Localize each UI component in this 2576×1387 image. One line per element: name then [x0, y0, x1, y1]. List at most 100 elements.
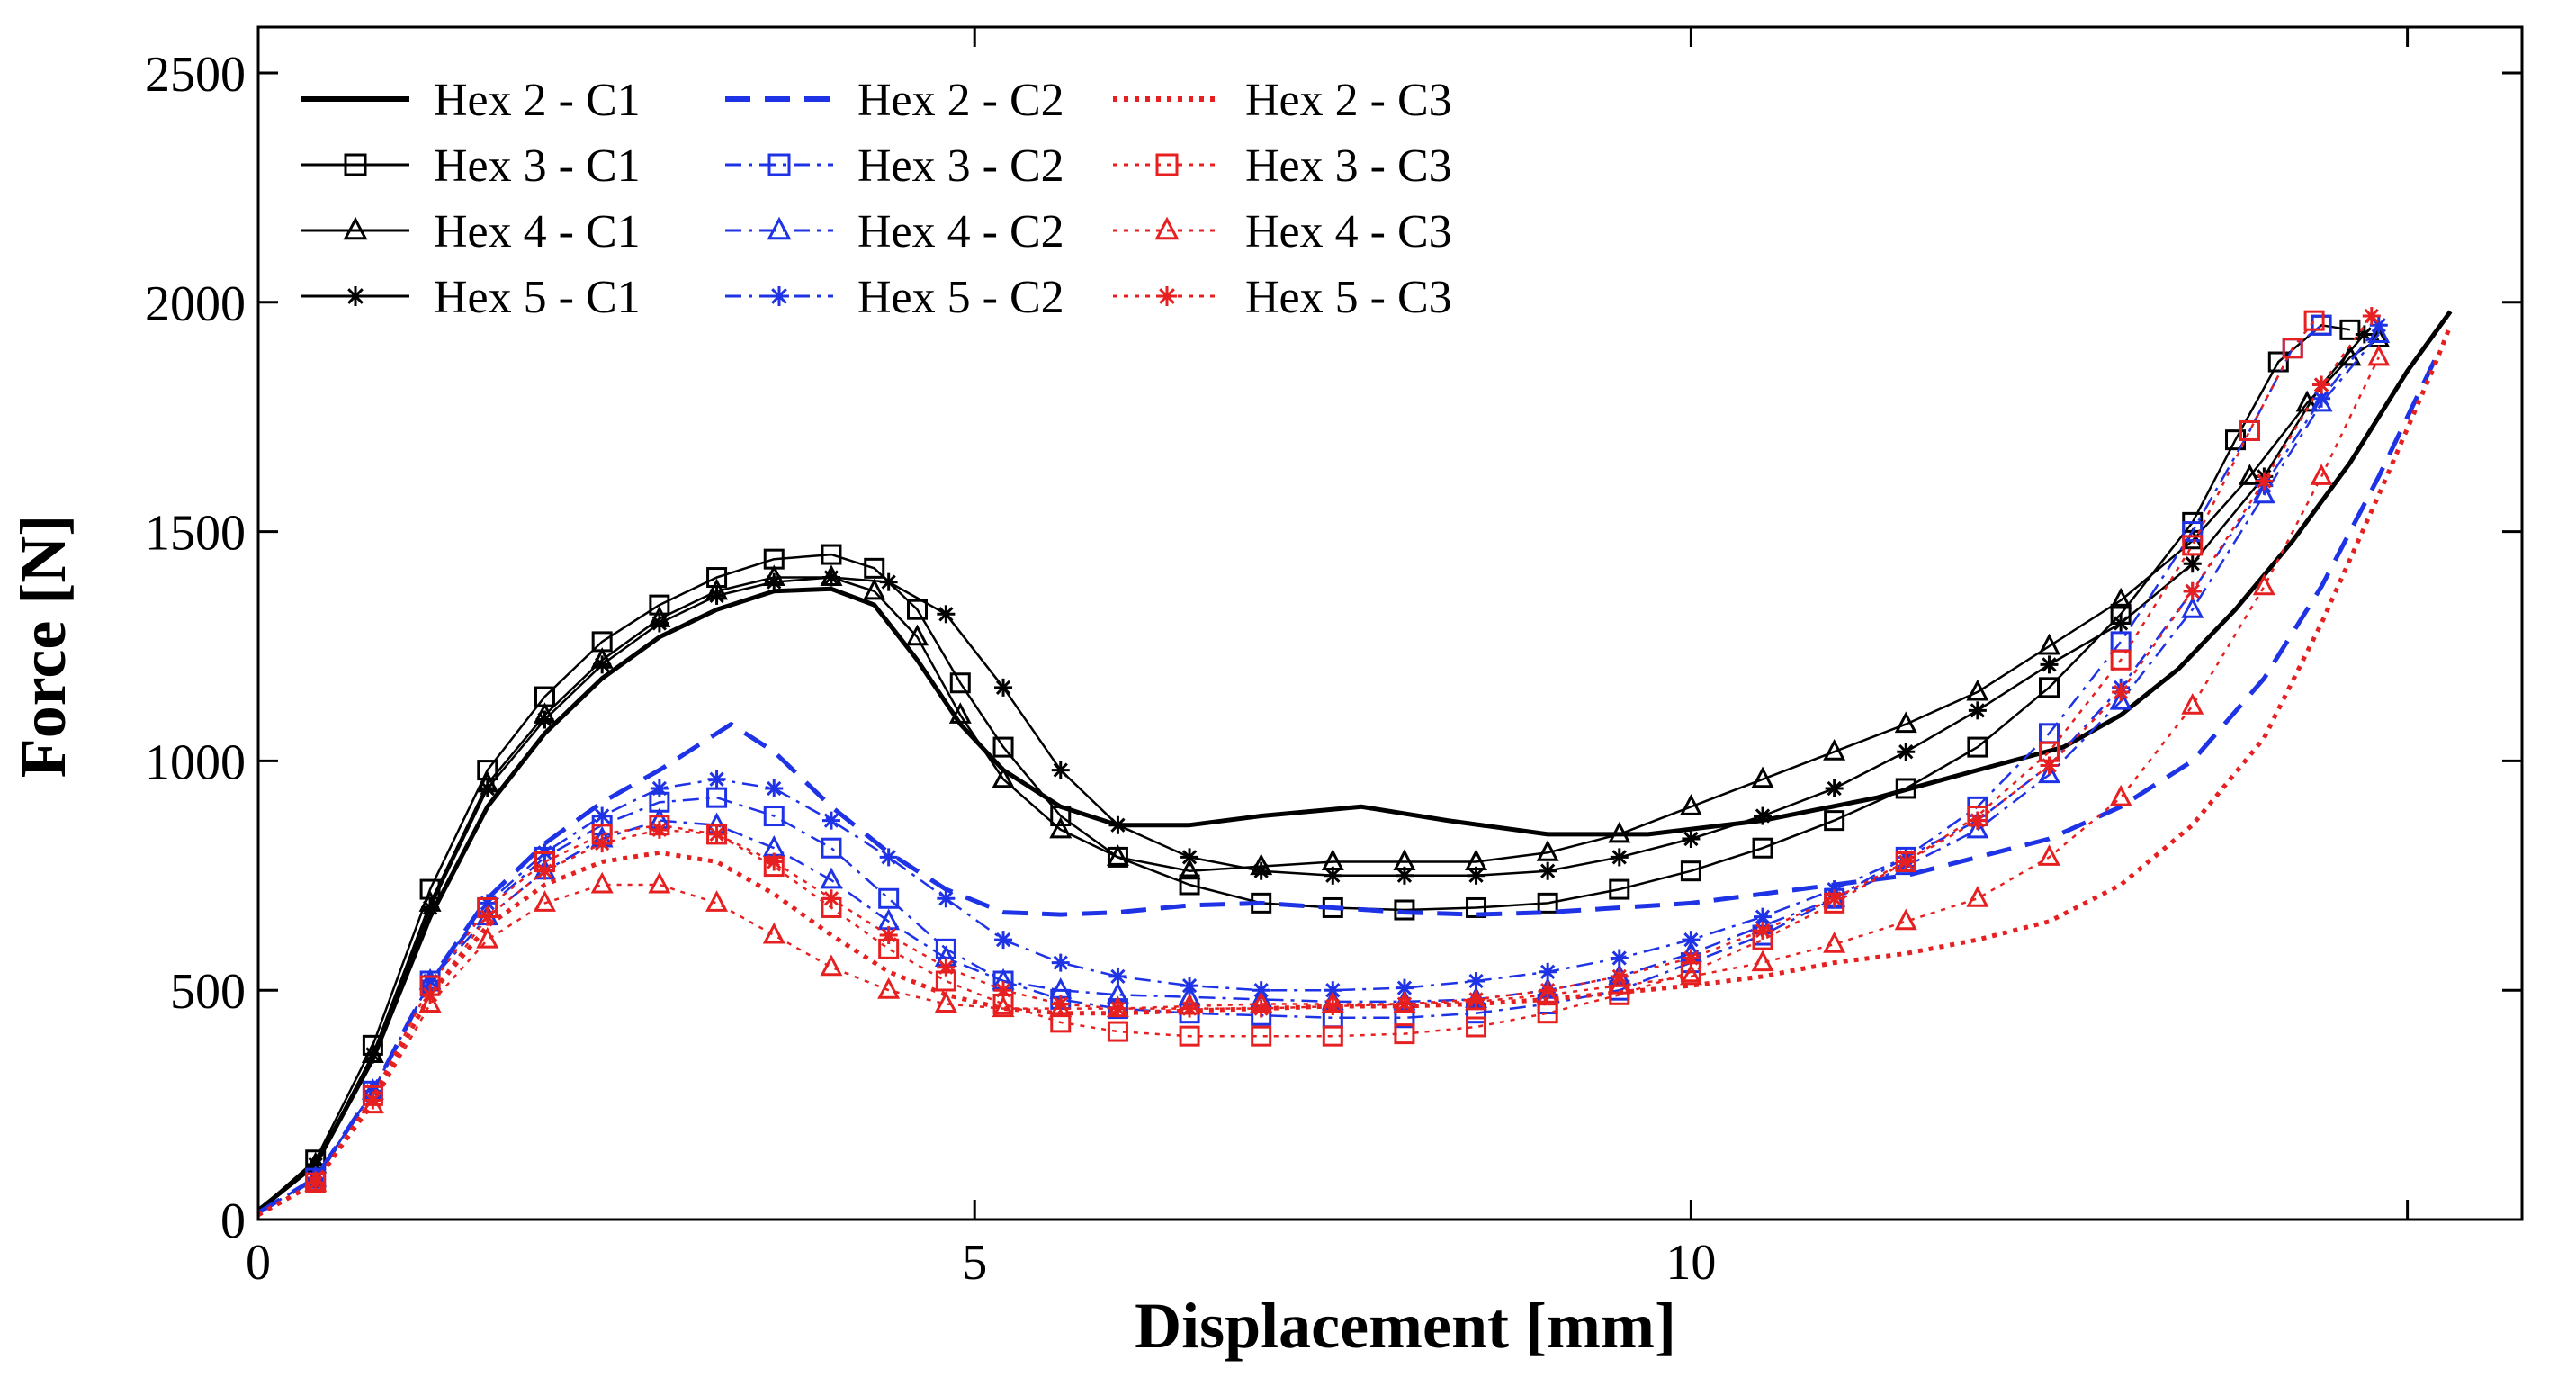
marker-star: [1395, 978, 1414, 997]
series-hex-2-c1: [256, 310, 2453, 1212]
marker-star: [937, 958, 956, 977]
marker-star: [1108, 967, 1127, 986]
marker-square: [767, 153, 791, 176]
marker-star: [346, 286, 365, 306]
marker-square: [1537, 892, 1558, 914]
marker-star: [1754, 907, 1773, 926]
marker-triangle: [1894, 908, 1917, 931]
marker-star: [535, 861, 554, 880]
marker-triangle: [343, 216, 368, 240]
marker-square: [1537, 1003, 1558, 1024]
legend-label: Hex 4 - C3: [1245, 206, 1452, 257]
series-hex-3-c3: [257, 310, 2325, 1216]
legend: Hex 2 - C1 Hex 3 - C1 Hex 4 - C1 Hex 5 - C1…: [301, 75, 1452, 323]
series-line: [257, 338, 2380, 1211]
marker-star: [1539, 861, 1557, 880]
series-line: [256, 324, 2453, 1218]
series-hex-3-c2: [257, 314, 2332, 1214]
marker-triangle: [820, 867, 843, 889]
marker-triangle: [1679, 963, 1702, 986]
marker-star: [1897, 852, 1916, 871]
marker-star: [821, 811, 840, 830]
marker-square: [2239, 419, 2260, 441]
marker-square: [2182, 535, 2204, 556]
marker-square: [1107, 1021, 1128, 1042]
marker-star: [1539, 981, 1557, 1000]
marker-star: [765, 779, 784, 797]
marker-square: [1752, 837, 1773, 859]
legend-item: Hex 4 - C1: [301, 206, 641, 257]
marker-square: [706, 787, 728, 808]
marker-star: [994, 981, 1013, 1000]
marker-star: [1539, 962, 1557, 981]
marker-triangle: [1751, 950, 1774, 972]
marker-star: [593, 806, 612, 825]
marker-star: [879, 572, 898, 591]
marker-triangle: [2109, 587, 2132, 609]
series-line: [256, 356, 2438, 1215]
marker-square: [1466, 896, 1487, 918]
marker-star: [1825, 779, 1844, 797]
marker-star: [364, 1045, 382, 1064]
marker-square: [1895, 778, 1916, 799]
series-hex-4-c2: [257, 321, 2391, 1214]
series-layer: [256, 307, 2453, 1218]
marker-triangle: [476, 926, 499, 949]
marker-triangle: [934, 991, 957, 1013]
marker-triangle: [767, 216, 792, 240]
marker-star: [306, 1174, 325, 1193]
marker-square: [821, 837, 842, 859]
marker-star: [821, 889, 840, 908]
marker-triangle: [1321, 849, 1344, 870]
marker-square: [2282, 338, 2303, 359]
legend-label: Hex 4 - C1: [434, 206, 641, 257]
legend-item: Hex 4 - C3: [1113, 206, 1452, 257]
series-line: [257, 320, 2316, 1216]
marker-star: [1157, 286, 1177, 306]
series-line: [257, 324, 2380, 1214]
marker-star: [2040, 756, 2059, 775]
marker-star: [821, 568, 840, 587]
marker-square: [2039, 677, 2060, 698]
marker-square: [649, 594, 670, 616]
series-hex-5-c1: [257, 325, 2374, 1211]
x-tick-label: 5: [962, 1235, 987, 1291]
marker-triangle: [2038, 633, 2060, 655]
marker-star: [994, 678, 1013, 697]
legend-item: Hex 2 - C1: [301, 75, 641, 126]
marker-star: [421, 898, 440, 917]
series-line: [257, 324, 2322, 1214]
marker-star: [1825, 889, 1844, 908]
marker-star: [765, 572, 784, 591]
legend-item: Hex 4 - C2: [725, 206, 1064, 257]
marker-square: [1680, 860, 1701, 882]
marker-triangle: [1106, 844, 1129, 866]
marker-star: [707, 770, 726, 788]
marker-triangle: [2109, 784, 2132, 806]
y-tick-label: 2000: [145, 276, 246, 332]
marker-triangle: [418, 991, 442, 1013]
marker-star: [879, 926, 898, 945]
marker-star: [1754, 921, 1773, 940]
plot-border: [256, 25, 2524, 1221]
legend-item: Hex 2 - C2: [725, 75, 1064, 126]
y-tick-label: 500: [170, 964, 246, 1020]
marker-square: [344, 153, 367, 176]
marker-star: [994, 931, 1013, 950]
marker-square: [1967, 736, 1988, 758]
marker-triangle: [533, 890, 556, 912]
x-axis-title: Displacement [mm]: [1135, 1290, 1676, 1362]
marker-square: [1609, 878, 1630, 900]
marker-square: [1179, 874, 1200, 896]
marker-star: [1682, 949, 1701, 968]
legend-item: Hex 5 - C1: [301, 272, 641, 323]
marker-triangle: [1751, 766, 1774, 788]
marker-square: [2110, 649, 2132, 671]
marker-star: [1051, 953, 1070, 972]
marker-square: [763, 806, 785, 827]
marker-star: [1180, 999, 1199, 1018]
legend-label: Hex 5 - C3: [1245, 272, 1452, 323]
marker-star: [1395, 995, 1414, 1013]
marker-square: [907, 599, 929, 620]
